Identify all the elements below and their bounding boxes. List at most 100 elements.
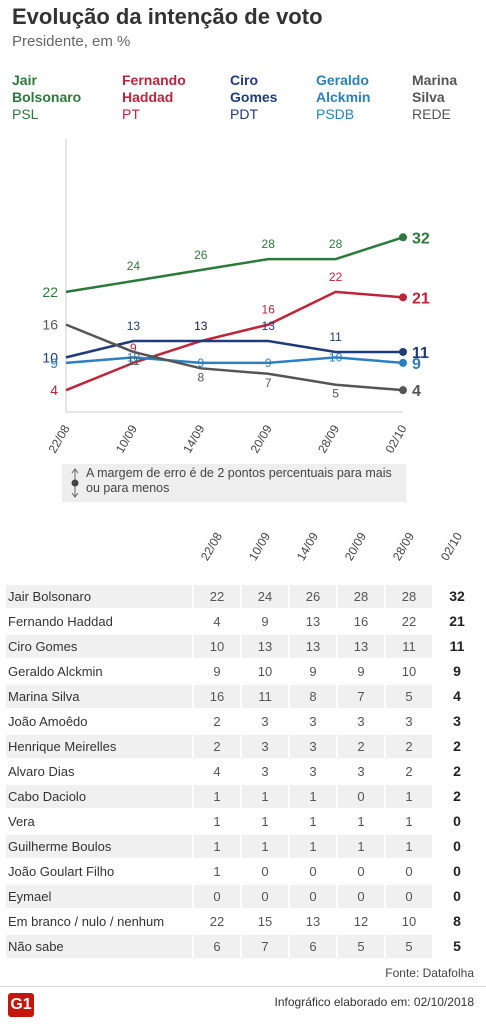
cell-value: 0 — [338, 785, 384, 808]
cell-value: 0 — [434, 885, 480, 908]
data-label: 16 — [262, 303, 276, 317]
cell-value: 6 — [290, 935, 336, 958]
cell-value: 0 — [242, 885, 288, 908]
series-line — [65, 236, 404, 294]
legend-name: Jair Bolsonaro — [12, 72, 82, 105]
cell-value: 3 — [338, 760, 384, 783]
cell-value: 11 — [386, 635, 432, 658]
table-row: Alvaro Dias 4 3 3 3 2 2 — [6, 760, 480, 783]
series-line — [65, 356, 404, 365]
cell-value: 7 — [242, 935, 288, 958]
table-row: Fernando Haddad 4 9 13 16 22 21 — [6, 610, 480, 633]
data-label: 16 — [42, 317, 58, 333]
cell-value: 4 — [194, 610, 240, 633]
cell-value: 0 — [338, 860, 384, 883]
cell-value: 0 — [386, 860, 432, 883]
cell-value: 3 — [290, 760, 336, 783]
table-row: Em branco / nulo / nenhum 22 15 13 12 10 8 — [6, 910, 480, 933]
data-label: 11 — [412, 345, 429, 362]
legend-item: Marina Silva REDE — [412, 72, 457, 123]
cell-value: 0 — [290, 860, 336, 883]
legend-party: PSDB — [316, 106, 355, 122]
cell-value: 2 — [386, 760, 432, 783]
cell-value: 0 — [434, 860, 480, 883]
row-name: Alvaro Dias — [6, 760, 192, 783]
cell-value: 13 — [290, 610, 336, 633]
end-point — [399, 233, 407, 242]
source: Fonte: Datafolha — [385, 966, 474, 980]
cell-value: 0 — [434, 835, 480, 858]
cell-value: 0 — [386, 885, 432, 908]
cell-value: 4 — [434, 685, 480, 708]
cell-value: 1 — [386, 785, 432, 808]
cell-value: 1 — [194, 810, 240, 833]
cell-value: 16 — [338, 610, 384, 633]
cell-value: 2 — [194, 735, 240, 758]
row-name: João Goulart Filho — [6, 860, 192, 883]
legend-name: Fernando Haddad — [122, 72, 186, 105]
cell-value: 0 — [290, 885, 336, 908]
row-name: Em branco / nulo / nenhum — [6, 910, 192, 933]
data-label: 13 — [127, 319, 141, 333]
cell-value: 3 — [290, 710, 336, 733]
title: Evolução da intenção de voto — [12, 4, 323, 29]
cell-value: 8 — [290, 685, 336, 708]
subtitle: Presidente, em % — [12, 33, 131, 50]
note: A margem de erro é de 2 pontos percentua… — [62, 464, 406, 502]
data-label: 10 — [42, 349, 58, 365]
cell-value: 1 — [194, 860, 240, 883]
chart: 22/08 10/09 14/09 20/09 28/09 02/10 22 24 26 28 28… — [42, 139, 430, 456]
cell-value: 3 — [242, 760, 288, 783]
cell-value: 2 — [194, 710, 240, 733]
row-name: Marina Silva — [6, 685, 192, 708]
data-label: 9 — [265, 356, 272, 370]
data-label: 11 — [127, 354, 140, 368]
cell-value: 3 — [290, 735, 336, 758]
data-label: 7 — [265, 376, 272, 390]
table-row: Henrique Meirelles 2 3 3 2 2 2 — [6, 735, 480, 758]
end-point — [399, 347, 407, 356]
row-name: Geraldo Alckmin — [6, 660, 192, 683]
cell-value: 16 — [194, 685, 240, 708]
cell-value: 7 — [338, 685, 384, 708]
data-label: 11 — [329, 330, 342, 344]
row-name: João Amoêdo — [6, 710, 192, 733]
cell-value: 9 — [290, 660, 336, 683]
column-header: 20/09 — [341, 529, 370, 563]
cell-value: 0 — [194, 885, 240, 908]
cell-value: 1 — [194, 785, 240, 808]
made-date: Infográfico elaborado em: 02/10/2018 — [274, 995, 474, 1009]
legend-party: PDT — [230, 106, 258, 122]
data-label: 13 — [262, 319, 276, 333]
cell-value: 3 — [386, 710, 432, 733]
column-header: 02/10 — [437, 529, 466, 563]
table-row: Ciro Gomes 10 13 13 13 11 11 — [6, 635, 480, 658]
data-label: 4 — [50, 382, 58, 398]
table-row: Geraldo Alckmin 9 10 9 9 10 9 — [6, 660, 480, 683]
cell-value: 1 — [338, 835, 384, 858]
cell-value: 1 — [242, 835, 288, 858]
table-row: Vera 1 1 1 1 1 0 — [6, 810, 480, 833]
end-point — [399, 293, 407, 302]
cell-value: 1 — [242, 785, 288, 808]
row-name: Henrique Meirelles — [6, 735, 192, 758]
cell-value: 6 — [194, 935, 240, 958]
data-label: 28 — [329, 237, 343, 251]
cell-value: 9 — [242, 610, 288, 633]
cell-value: 10 — [386, 910, 432, 933]
row-name: Não sabe — [6, 935, 192, 958]
cell-value: 2 — [338, 735, 384, 758]
data-label: 22 — [329, 270, 343, 284]
cell-value: 1 — [194, 835, 240, 858]
cell-value: 5 — [338, 935, 384, 958]
logo: G1 — [8, 993, 34, 1017]
row-name: Cabo Daciolo — [6, 785, 192, 808]
table-row: Cabo Daciolo 1 1 1 0 1 2 — [6, 785, 480, 808]
series-line — [65, 339, 403, 359]
cell-value: 5 — [434, 935, 480, 958]
cell-value: 10 — [386, 660, 432, 683]
series-line — [65, 323, 404, 392]
legend-item: Fernando Haddad PT — [122, 72, 186, 123]
note-text: A margem de erro é de 2 pontos percentua… — [86, 466, 392, 495]
